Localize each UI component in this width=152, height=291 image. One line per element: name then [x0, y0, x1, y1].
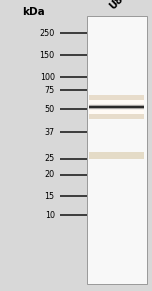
Bar — [89, 100, 144, 101]
Text: 37: 37 — [45, 128, 55, 137]
Bar — [89, 101, 144, 102]
Text: 15: 15 — [45, 192, 55, 201]
Text: 100: 100 — [40, 73, 55, 81]
Text: 50: 50 — [45, 105, 55, 113]
Bar — [89, 104, 144, 105]
Bar — [89, 111, 144, 112]
Bar — [89, 103, 144, 104]
Bar — [89, 105, 144, 106]
Bar — [87, 16, 147, 284]
Text: kDa: kDa — [22, 7, 45, 17]
Text: 75: 75 — [45, 86, 55, 95]
Bar — [89, 106, 144, 107]
Bar — [89, 113, 144, 114]
Bar — [89, 112, 144, 113]
Bar — [89, 102, 144, 103]
Text: 250: 250 — [40, 29, 55, 38]
Text: 20: 20 — [45, 170, 55, 179]
Text: 25: 25 — [45, 154, 55, 163]
Text: U87: U87 — [108, 0, 130, 11]
Bar — [89, 110, 144, 111]
Bar — [89, 152, 144, 159]
Bar — [89, 95, 144, 119]
Text: 150: 150 — [40, 51, 55, 60]
Bar — [89, 107, 144, 108]
Bar — [89, 108, 144, 109]
Bar — [89, 109, 144, 110]
Text: 10: 10 — [45, 211, 55, 220]
